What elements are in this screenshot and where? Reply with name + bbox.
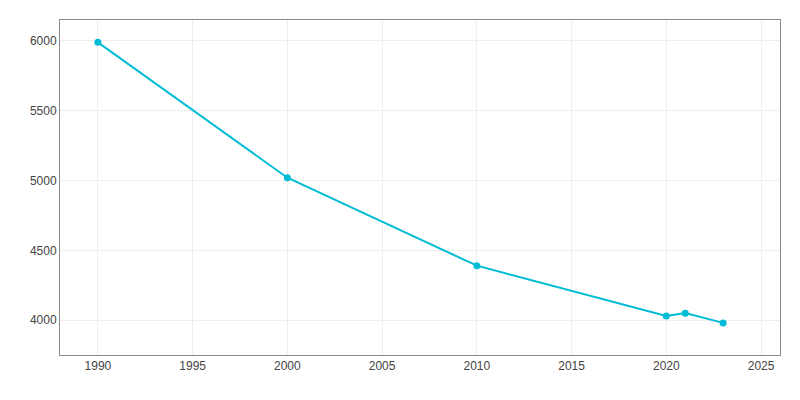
svg-text:2000: 2000: [274, 359, 301, 373]
svg-text:4500: 4500: [30, 244, 57, 258]
svg-text:2025: 2025: [748, 359, 775, 373]
svg-text:2020: 2020: [653, 359, 680, 373]
svg-text:5500: 5500: [30, 104, 57, 118]
svg-text:2005: 2005: [369, 359, 396, 373]
svg-text:4000: 4000: [30, 313, 57, 327]
svg-text:2010: 2010: [463, 359, 490, 373]
svg-text:1990: 1990: [85, 359, 112, 373]
svg-text:6000: 6000: [30, 34, 57, 48]
svg-text:1995: 1995: [179, 359, 206, 373]
svg-text:5000: 5000: [30, 174, 57, 188]
svg-text:2015: 2015: [558, 359, 585, 373]
